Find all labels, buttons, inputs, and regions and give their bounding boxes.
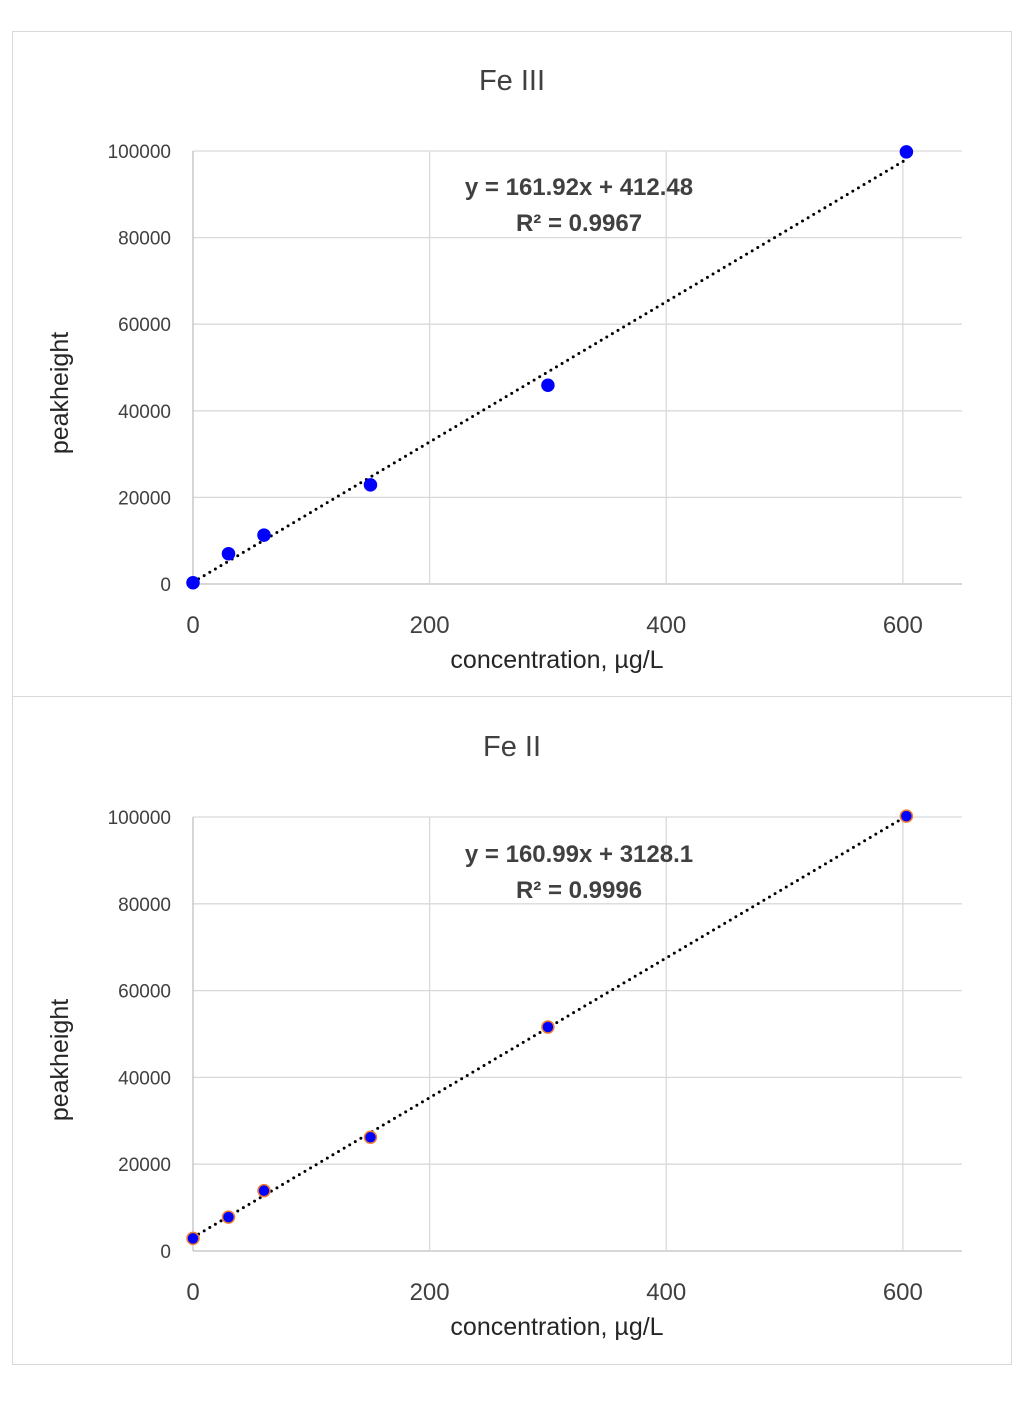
chart-title: Fe II [483,731,541,763]
x-tick-label: 200 [410,1279,450,1306]
data-point [363,1130,378,1145]
x-axis-label: concentration, µg/L [450,1313,663,1341]
data-point [899,145,914,159]
y-tick-label: 100000 [108,142,171,163]
y-tick-label: 60000 [118,315,171,336]
trendline-equation: y = 161.92x + 412.48 [465,174,693,201]
y-tick-label: 20000 [118,488,171,509]
y-tick-label: 80000 [118,895,171,916]
chart-fe-ii: Fe II 0 20000 40000 60000 80000 100000 0 200 40… [46,731,962,1341]
y-tick-label: 0 [160,575,171,596]
trendline [191,157,908,584]
y-axis-label: peakheight [46,999,74,1121]
y-tick-label: 20000 [118,1155,171,1176]
y-tick-label: 40000 [118,1068,171,1089]
x-tick-label: 0 [186,612,199,639]
trendline-equation: y = 160.99x + 3128.1 [465,841,693,868]
y-axis-label: peakheight [46,332,74,454]
x-tick-label: 0 [186,1279,199,1306]
trendline-r2: R² = 0.9967 [516,210,642,237]
x-tick-label: 400 [646,612,686,639]
y-tick-label: 100000 [108,808,171,829]
x-axis-label: concentration, µg/L [450,646,663,674]
data-point [257,1183,271,1198]
chart-panel-fe-iii [12,31,1012,697]
chart-title: Fe III [479,65,545,97]
y-tick-label: 0 [160,1242,171,1263]
data-point [221,1210,236,1224]
trendline [191,814,908,1239]
x-tick-label: 200 [410,612,450,639]
data-point [186,575,200,590]
chart-panel-fe-ii [12,697,1012,1365]
chart-fe-iii: Fe III 0 20000 40000 60000 80000 100000 0 200 4… [46,65,962,674]
data-point [541,378,555,393]
data-point [363,478,378,492]
x-tick-label: 600 [883,612,923,639]
trendline-r2: R² = 0.9996 [516,877,642,904]
y-tick-label: 80000 [118,229,171,250]
data-point [257,528,271,542]
x-tick-label: 600 [883,1279,923,1306]
data-point [221,546,236,561]
x-tick-label: 400 [646,1279,686,1306]
data-point [899,809,914,823]
data-point [186,1231,200,1246]
y-tick-label: 40000 [118,402,171,423]
data-point [541,1020,555,1034]
y-tick-label: 60000 [118,982,171,1003]
